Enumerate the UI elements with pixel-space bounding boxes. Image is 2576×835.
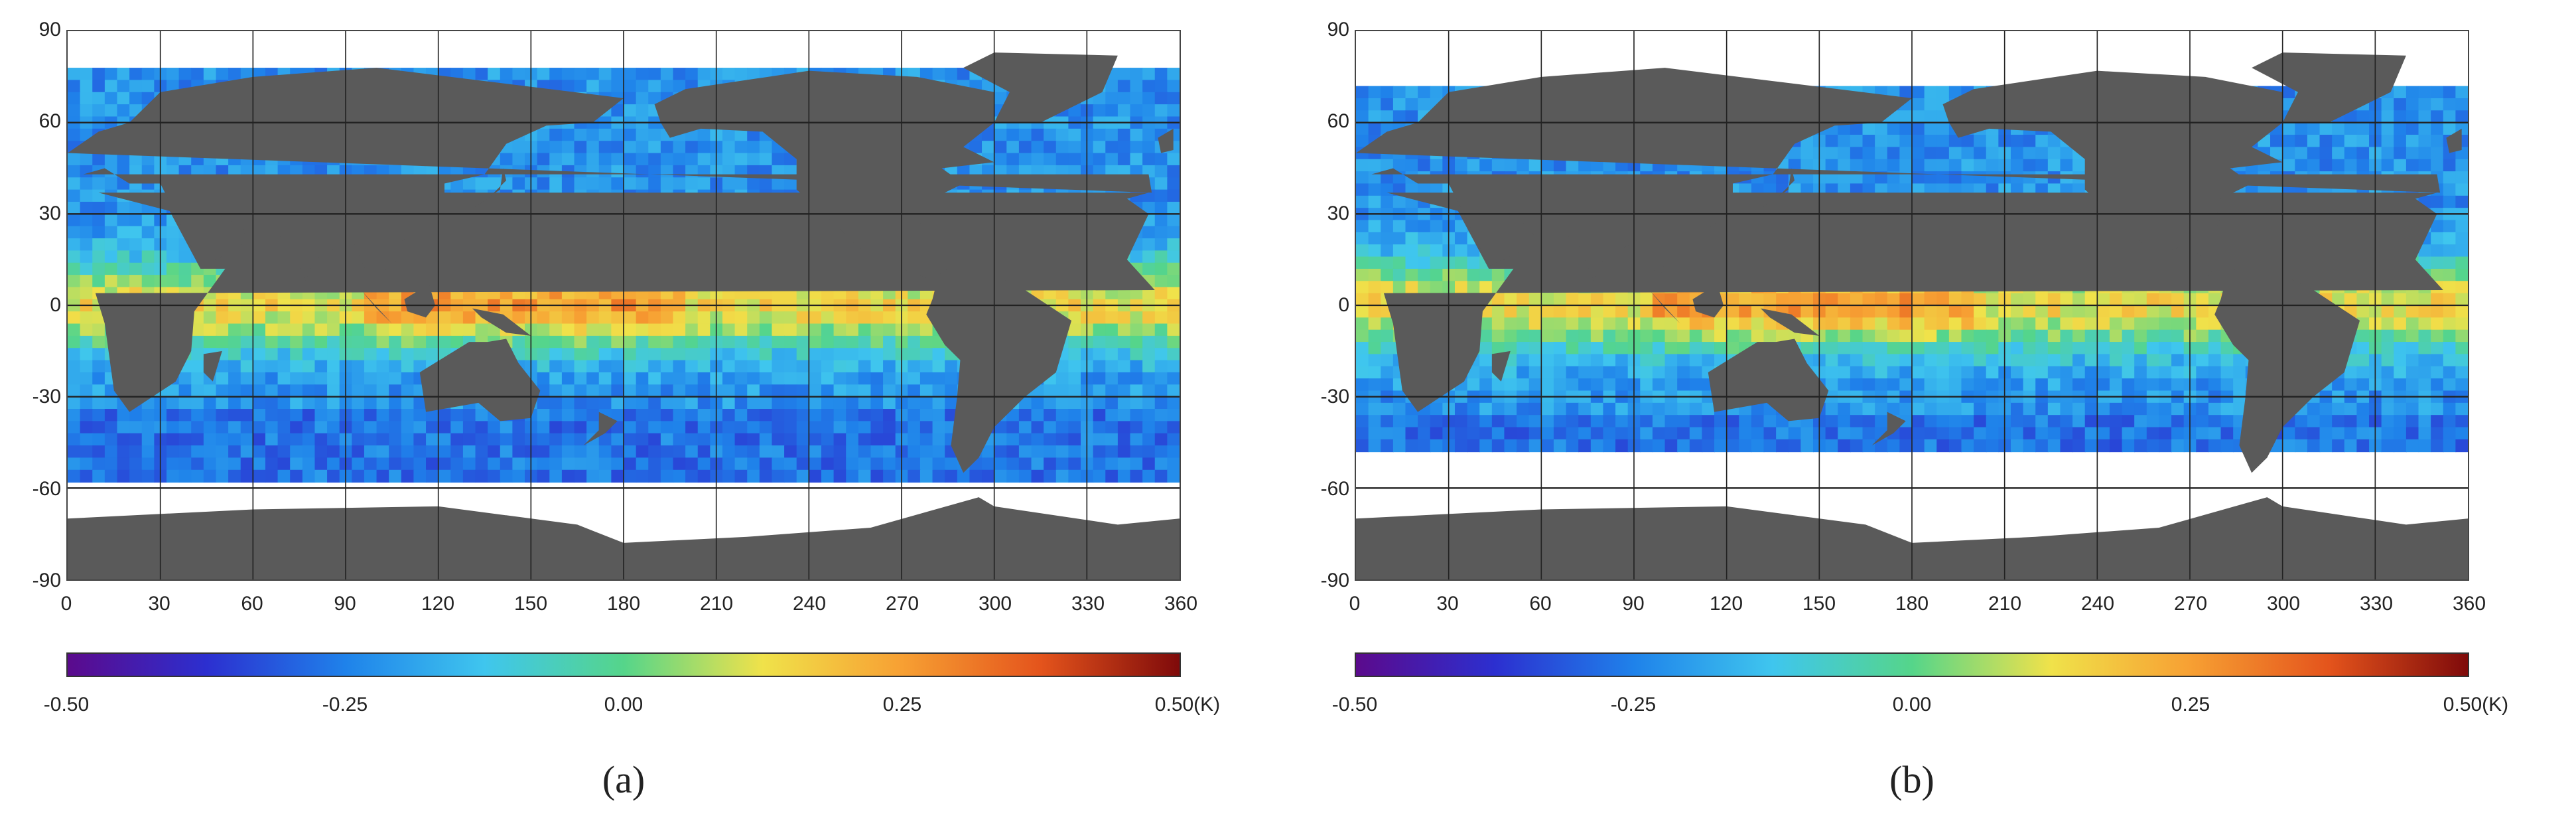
y-tick-label: 30 [38, 202, 61, 224]
x-tick-label: 270 [885, 593, 919, 615]
y-tick-label: -30 [32, 386, 61, 408]
x-tick-label: 330 [2359, 593, 2394, 615]
x-tick-label: 360 [1164, 593, 1198, 615]
x-tick-label: 210 [699, 593, 734, 615]
x-tick-label: 60 [1529, 593, 1552, 615]
colorbar-tick-label: 0.00 [604, 694, 644, 716]
panel-label: (a) [602, 758, 645, 801]
map-panel-b: 90 60 30 0 -30 -60 -90 0 30 60 90 120 15… [1288, 0, 2576, 835]
y-tick-label: 30 [1327, 202, 1349, 224]
x-tick-label: 90 [1622, 593, 1645, 615]
x-tick-label: 240 [2080, 593, 2115, 615]
y-tick-label: -90 [32, 569, 61, 591]
colorbar [1355, 652, 2469, 677]
colorbar-tick-label: 0.25 [882, 694, 922, 716]
y-tick-label: 90 [38, 19, 61, 40]
x-tick-label: 0 [1349, 593, 1361, 615]
map-panel-a: 90 60 30 0 -30 -60 -90 0 30 60 90 120 15… [32, 19, 1221, 801]
x-tick-label: 180 [606, 593, 641, 615]
map-frame [1355, 30, 2469, 581]
x-tick-label: 210 [1988, 593, 2022, 615]
y-tick-label: -60 [1320, 478, 1349, 500]
x-tick-label: 330 [1071, 593, 1105, 615]
y-tick-label: -60 [32, 478, 61, 500]
y-tick-label: 0 [1338, 294, 1349, 316]
panel-label: (b) [1889, 758, 1934, 801]
colorbar-tick-label: -0.50 [1331, 694, 1378, 716]
y-tick-label: 0 [50, 294, 61, 316]
y-tick-label: 90 [1327, 19, 1349, 40]
colorbar-tick-label: -0.50 [43, 694, 90, 716]
x-tick-label: 30 [1436, 593, 1459, 615]
x-tick-label: 30 [148, 593, 170, 615]
x-tick-label: 300 [978, 593, 1012, 615]
colorbar-tick-label: 0.25 [2171, 694, 2210, 716]
x-tick-label: 120 [421, 593, 455, 615]
colorbar [66, 652, 1181, 677]
y-tick-label: -30 [1320, 386, 1349, 408]
x-tick-label: 240 [792, 593, 827, 615]
x-tick-label: 150 [1802, 593, 1836, 615]
x-tick-label: 0 [60, 593, 72, 615]
colorbar-tick-label: 0.50(K) [2443, 694, 2509, 716]
anomaly-map [68, 31, 1180, 579]
x-tick-label: 90 [334, 593, 356, 615]
x-tick-label: 150 [513, 593, 548, 615]
colorbar-tick-label: 0.00 [1892, 694, 1932, 716]
map-frame [66, 30, 1181, 581]
x-tick-label: 270 [2173, 593, 2208, 615]
anomaly-map [1356, 31, 2468, 579]
colorbar-tick-label: -0.25 [1610, 694, 1657, 716]
colorbar-tick-label: 0.50(K) [1154, 694, 1221, 716]
colorbar-tick-label: -0.25 [322, 694, 368, 716]
y-tick-label: 60 [1327, 110, 1349, 132]
y-tick-label: 60 [38, 110, 61, 132]
x-tick-label: 180 [1895, 593, 1929, 615]
x-tick-label: 300 [2266, 593, 2301, 615]
y-tick-label: -90 [1320, 569, 1349, 591]
x-tick-label: 120 [1709, 593, 1743, 615]
x-tick-label: 360 [2452, 593, 2486, 615]
x-tick-label: 60 [241, 593, 263, 615]
